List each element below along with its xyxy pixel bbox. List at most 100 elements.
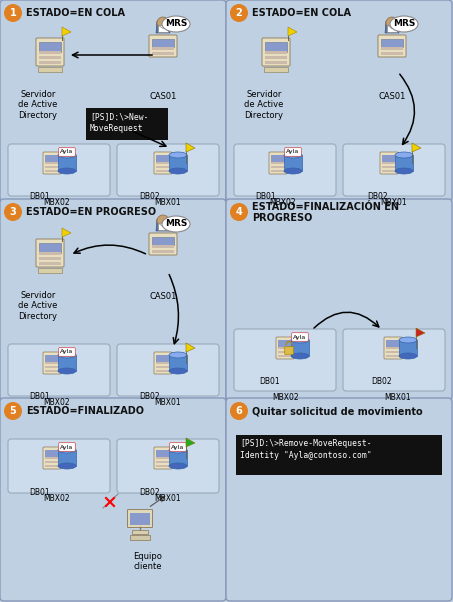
FancyBboxPatch shape [8, 344, 110, 396]
Ellipse shape [58, 368, 76, 374]
Bar [132, 530, 148, 534]
Bar [271, 170, 285, 172]
Bar [169, 155, 187, 171]
Bar [156, 365, 170, 368]
Bar [45, 170, 59, 172]
Text: DB01: DB01 [30, 192, 50, 201]
FancyBboxPatch shape [343, 329, 445, 391]
FancyBboxPatch shape [8, 439, 110, 493]
Text: DB01: DB01 [260, 377, 280, 386]
Bar [158, 223, 168, 230]
Text: DB01: DB01 [255, 192, 276, 201]
Text: Quitar solicitud de movimiento: Quitar solicitud de movimiento [252, 406, 423, 416]
Text: 3: 3 [10, 207, 16, 217]
Ellipse shape [58, 447, 76, 453]
Bar [278, 340, 292, 348]
Bar [58, 355, 76, 371]
Bar [58, 155, 76, 171]
Text: Servidor
de Active
Directory: Servidor de Active Directory [244, 90, 284, 120]
Polygon shape [186, 143, 195, 152]
Bar [130, 513, 150, 525]
Ellipse shape [169, 447, 187, 453]
Text: MBX01: MBX01 [385, 393, 411, 402]
Text: DB02: DB02 [140, 392, 160, 401]
FancyBboxPatch shape [36, 38, 64, 66]
FancyBboxPatch shape [43, 447, 61, 469]
Circle shape [157, 17, 169, 29]
Ellipse shape [291, 353, 309, 359]
Bar [291, 340, 309, 356]
FancyBboxPatch shape [154, 152, 172, 174]
Text: 1: 1 [10, 8, 16, 18]
Text: Ayla: Ayla [171, 444, 185, 450]
Text: CAS01: CAS01 [149, 92, 177, 101]
Bar [152, 52, 174, 55]
Text: Ayla: Ayla [60, 149, 74, 155]
Polygon shape [416, 328, 425, 337]
FancyBboxPatch shape [154, 447, 172, 469]
Bar [45, 361, 59, 364]
Bar [382, 155, 396, 163]
Bar [271, 166, 285, 168]
Bar [38, 67, 62, 72]
Ellipse shape [58, 352, 76, 358]
Bar [45, 166, 59, 168]
Bar [156, 361, 170, 364]
Bar [169, 355, 187, 371]
Bar [45, 370, 59, 372]
FancyBboxPatch shape [149, 233, 177, 255]
Bar [271, 155, 285, 163]
Text: DB02: DB02 [372, 377, 392, 386]
Ellipse shape [399, 353, 417, 359]
Bar [156, 461, 170, 463]
FancyBboxPatch shape [343, 144, 445, 196]
Text: DB01: DB01 [30, 392, 50, 401]
Bar [386, 347, 400, 349]
Polygon shape [62, 228, 71, 237]
Circle shape [230, 4, 248, 22]
Bar [45, 461, 59, 463]
Bar [395, 155, 413, 171]
FancyBboxPatch shape [59, 348, 75, 356]
Bar [45, 450, 59, 458]
Text: DB02: DB02 [140, 488, 160, 497]
Text: MBX02: MBX02 [270, 198, 296, 207]
Bar [39, 262, 61, 265]
FancyBboxPatch shape [170, 442, 186, 452]
Polygon shape [186, 438, 195, 447]
FancyBboxPatch shape [234, 144, 336, 196]
FancyBboxPatch shape [226, 398, 452, 601]
FancyBboxPatch shape [149, 35, 177, 57]
FancyBboxPatch shape [0, 199, 226, 400]
FancyBboxPatch shape [59, 442, 75, 452]
FancyBboxPatch shape [0, 0, 226, 201]
Ellipse shape [395, 168, 413, 174]
Bar [236, 435, 442, 475]
Text: 6: 6 [236, 406, 242, 416]
Bar [386, 340, 400, 348]
Bar [381, 39, 403, 47]
Bar [39, 61, 61, 64]
Text: DB01: DB01 [30, 488, 50, 497]
Ellipse shape [399, 337, 417, 343]
Circle shape [4, 203, 22, 221]
Ellipse shape [395, 152, 413, 158]
FancyBboxPatch shape [154, 352, 172, 374]
FancyBboxPatch shape [284, 147, 301, 157]
Polygon shape [288, 27, 297, 36]
Ellipse shape [169, 463, 187, 469]
FancyBboxPatch shape [43, 152, 61, 174]
Circle shape [386, 17, 398, 29]
Polygon shape [412, 143, 421, 152]
Ellipse shape [58, 152, 76, 158]
Polygon shape [186, 343, 195, 352]
Text: CAS01: CAS01 [149, 292, 177, 301]
FancyBboxPatch shape [117, 144, 219, 196]
Text: ESTADO=FINALIZADO: ESTADO=FINALIZADO [26, 406, 144, 416]
Bar [158, 25, 168, 32]
Bar [265, 61, 287, 64]
Text: ESTADO=EN COLA: ESTADO=EN COLA [26, 8, 125, 18]
Text: ESTADO=FINALIZACIÓN EN: ESTADO=FINALIZACIÓN EN [252, 202, 399, 212]
Polygon shape [62, 27, 71, 36]
FancyBboxPatch shape [117, 344, 219, 396]
